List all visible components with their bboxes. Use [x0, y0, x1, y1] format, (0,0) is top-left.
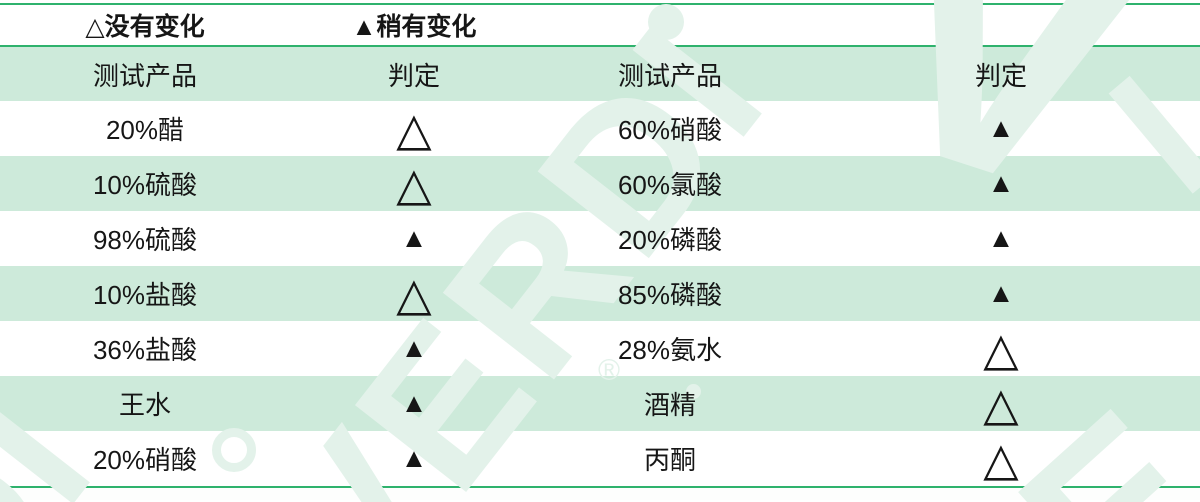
judgment-cell: ▲ — [802, 266, 1200, 321]
judgment-mark: ▲ — [400, 223, 428, 253]
judgment-cell: △ — [802, 431, 1200, 486]
product-cell: 10%盐酸 — [0, 266, 290, 321]
table-header-row: 测试产品 判定 测试产品 判定 — [0, 47, 1200, 101]
judgment-cell: ▲ — [802, 156, 1200, 211]
judgment-cell: ▲ — [802, 211, 1200, 266]
column-header-label: 测试产品 — [617, 60, 722, 91]
column-header-product-left: 测试产品 — [0, 47, 290, 101]
product-cell: 20%磷酸 — [538, 211, 802, 266]
product-cell: 60%硝酸 — [538, 101, 802, 156]
product-label: 20%硝酸 — [92, 445, 198, 475]
divider-bottom — [0, 486, 1200, 488]
judgment-cell: △ — [802, 321, 1200, 376]
table-row: 20%硝酸 ▲ 丙酮 △ — [0, 431, 1200, 486]
divider-top — [0, 3, 1200, 5]
judgment-cell: △ — [802, 376, 1200, 431]
judgment-mark: ▲ — [400, 443, 428, 473]
judgment-cell: ▲ — [290, 431, 538, 486]
table-row: 36%盐酸 ▲ 28%氨水 △ — [0, 321, 1200, 376]
column-header-judgment-right: 判定 — [802, 47, 1200, 101]
product-label: 85%磷酸 — [617, 280, 723, 310]
product-cell: 酒精 — [538, 376, 802, 431]
judgment-mark: ▲ — [400, 333, 428, 363]
bottom-margin — [0, 488, 1200, 500]
judgment-mark: ▲ — [987, 113, 1015, 143]
product-label: 20%磷酸 — [617, 225, 723, 255]
judgment-mark: ▲ — [987, 168, 1015, 198]
product-cell: 10%硫酸 — [0, 156, 290, 211]
product-label: 20%醋 — [105, 115, 185, 145]
divider-header — [0, 45, 1200, 47]
legend-no-change: △没有变化 — [0, 5, 290, 45]
table-row: 98%硫酸 ▲ 20%磷酸 ▲ — [0, 211, 1200, 266]
product-label: 酒精 — [643, 390, 696, 420]
product-label: 丙酮 — [643, 445, 696, 475]
product-cell: 20%醋 — [0, 101, 290, 156]
judgment-mark: △ — [396, 102, 432, 155]
column-header-judgment-left: 判定 — [290, 47, 538, 101]
judgment-mark: ▲ — [400, 388, 428, 418]
judgment-cell: ▲ — [290, 376, 538, 431]
product-cell: 20%硝酸 — [0, 431, 290, 486]
judgment-cell: △ — [290, 156, 538, 211]
product-cell: 85%磷酸 — [538, 266, 802, 321]
column-header-label: 测试产品 — [92, 60, 197, 91]
judgment-mark: △ — [396, 267, 432, 320]
legend-row: △没有变化 ▲稍有变化 — [0, 5, 1200, 45]
product-cell: 王水 — [0, 376, 290, 431]
column-header-label: 判定 — [974, 60, 1027, 91]
product-cell: 60%氯酸 — [538, 156, 802, 211]
judgment-cell: ▲ — [290, 321, 538, 376]
product-label: 60%氯酸 — [617, 170, 723, 200]
product-label: 98%硫酸 — [92, 225, 198, 255]
table-row: 10%硫酸 △ 60%氯酸 ▲ — [0, 156, 1200, 211]
judgment-mark: △ — [983, 377, 1019, 430]
column-header-product-right: 测试产品 — [538, 47, 802, 101]
product-cell: 36%盐酸 — [0, 321, 290, 376]
judgment-cell: △ — [290, 101, 538, 156]
judgment-mark: ▲ — [987, 223, 1015, 253]
product-cell: 丙酮 — [538, 431, 802, 486]
column-header-label: 判定 — [387, 60, 440, 91]
product-label: 王水 — [118, 390, 171, 420]
product-label: 28%氨水 — [617, 335, 723, 365]
judgment-mark: ▲ — [987, 278, 1015, 308]
judgment-mark: △ — [396, 157, 432, 210]
legend-slight-change: ▲稍有变化 — [290, 5, 538, 45]
product-label: 36%盐酸 — [92, 335, 198, 365]
legend-no-change-label: △没有变化 — [85, 13, 205, 41]
product-cell: 28%氨水 — [538, 321, 802, 376]
judgment-cell: △ — [290, 266, 538, 321]
legend-slight-change-label: ▲稍有变化 — [351, 13, 477, 41]
judgment-mark: △ — [983, 432, 1019, 485]
judgment-mark: △ — [983, 322, 1019, 375]
product-label: 60%硝酸 — [617, 115, 723, 145]
product-label: 10%盐酸 — [92, 280, 198, 310]
table-row: 10%盐酸 △ 85%磷酸 ▲ — [0, 266, 1200, 321]
product-label: 10%硫酸 — [92, 170, 198, 200]
judgment-cell: ▲ — [290, 211, 538, 266]
product-cell: 98%硫酸 — [0, 211, 290, 266]
table-row: 王水 ▲ 酒精 △ — [0, 376, 1200, 431]
judgment-cell: ▲ — [802, 101, 1200, 156]
table-row: 20%醋 △ 60%硝酸 ▲ — [0, 101, 1200, 156]
